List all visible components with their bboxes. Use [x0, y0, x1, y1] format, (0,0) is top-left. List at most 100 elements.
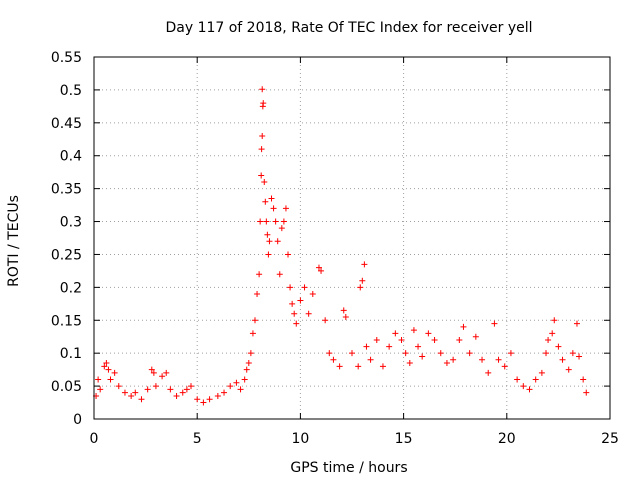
data-point [259, 132, 266, 139]
data-point [247, 350, 254, 357]
data-point [227, 383, 234, 390]
data-point [194, 396, 201, 403]
data-point [363, 343, 370, 350]
data-point [322, 317, 329, 324]
data-point [373, 337, 380, 344]
data-point [293, 320, 300, 327]
data-point [450, 356, 457, 363]
data-point [583, 389, 590, 396]
y-tick-label: 0.4 [60, 149, 82, 165]
x-tick-label: 15 [395, 431, 413, 447]
data-point [167, 386, 174, 393]
data-point [276, 271, 283, 278]
data-point [425, 330, 432, 337]
data-point [144, 386, 151, 393]
data-point [264, 231, 271, 238]
chart-title: Day 117 of 2018, Rate Of TEC Index for r… [165, 20, 532, 36]
data-point [245, 360, 252, 367]
data-point [367, 356, 374, 363]
y-axis-label: ROTI / TECUs [6, 195, 22, 287]
data-point [270, 205, 277, 212]
data-point [437, 350, 444, 357]
data-point [431, 337, 438, 344]
data-point [520, 383, 527, 390]
data-point [285, 251, 292, 258]
data-point [221, 389, 228, 396]
data-point [402, 350, 409, 357]
data-point [280, 218, 287, 225]
data-point [460, 323, 467, 330]
data-point [257, 218, 264, 225]
data-point [258, 146, 265, 153]
data-point [392, 330, 399, 337]
data-point [289, 300, 296, 307]
data-point [259, 86, 266, 93]
data-point [258, 172, 265, 179]
data-point [479, 356, 486, 363]
data-point [501, 363, 508, 370]
x-tick-label: 0 [90, 431, 99, 447]
data-point [379, 363, 386, 370]
data-point [115, 383, 122, 390]
x-tick-label: 25 [601, 431, 619, 447]
data-point [111, 369, 118, 376]
data-point [466, 350, 473, 357]
data-point [237, 386, 244, 393]
data-point [357, 284, 364, 291]
data-point [545, 337, 552, 344]
data-point [456, 337, 463, 344]
data-point [538, 369, 545, 376]
data-point [274, 238, 281, 245]
data-point [241, 376, 248, 383]
y-tick-label: 0.5 [60, 83, 82, 99]
data-point [233, 379, 240, 386]
axis-ticks: 0 0.05 0.1 0.15 0.2 0.25 0.3 0.35 0.4 0.45 0.5 0.55… [51, 50, 619, 447]
data-point [97, 386, 104, 393]
data-point [415, 343, 422, 350]
data-point [549, 330, 556, 337]
data-point [315, 264, 322, 271]
y-tick-label: 0.2 [60, 280, 82, 296]
data-point [551, 317, 558, 324]
data-point [272, 218, 279, 225]
data-point [342, 313, 349, 320]
data-point [251, 317, 258, 324]
data-point [206, 396, 213, 403]
data-point [410, 327, 417, 334]
data-point [249, 330, 256, 337]
data-point [282, 205, 289, 212]
data-point [514, 376, 521, 383]
y-tick-label: 0.45 [51, 116, 82, 132]
data-point [105, 366, 112, 373]
data-point [297, 297, 304, 304]
data-point [256, 271, 263, 278]
data-point [173, 392, 180, 399]
data-point [326, 350, 333, 357]
data-point [266, 238, 273, 245]
data-point [291, 310, 298, 317]
data-point [107, 376, 114, 383]
data-point [576, 353, 583, 360]
data-point [495, 356, 502, 363]
data-point [507, 350, 514, 357]
data-point [580, 376, 587, 383]
data-point [200, 399, 207, 406]
data-point [318, 267, 325, 274]
scatter-series [93, 86, 590, 406]
data-point [179, 389, 186, 396]
data-point [268, 195, 275, 202]
data-point [95, 376, 102, 383]
data-point [262, 198, 269, 205]
data-point [260, 100, 267, 107]
data-point [565, 366, 572, 373]
y-tick-label: 0.1 [60, 346, 82, 362]
y-tick-label: 0.55 [51, 50, 82, 66]
data-point [443, 360, 450, 367]
data-point [278, 225, 285, 232]
x-tick-label: 20 [498, 431, 516, 447]
data-point [555, 343, 562, 350]
data-point [309, 290, 316, 297]
data-point [472, 333, 479, 340]
data-point [138, 396, 145, 403]
